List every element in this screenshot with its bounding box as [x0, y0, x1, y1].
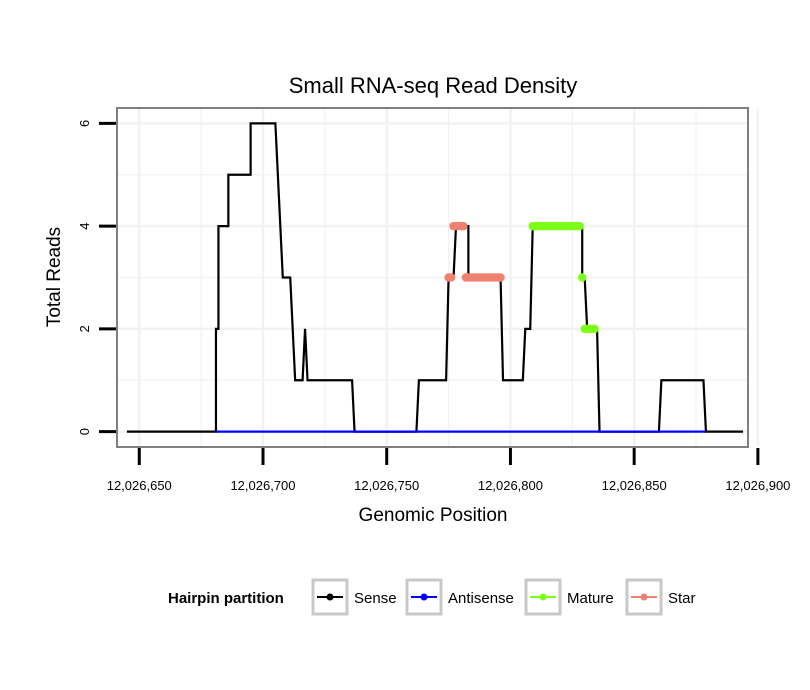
legend-label-mature: Mature	[567, 590, 614, 607]
legend-item-mature: Mature	[524, 578, 614, 616]
legend: Hairpin partition Sense Antisense Mature…	[168, 578, 696, 616]
data-point-mature	[575, 221, 584, 231]
y-axis: 0 2 4 6	[77, 120, 116, 435]
series-layer	[126, 122, 744, 433]
legend-item-antisense: Antisense	[405, 578, 514, 616]
data-point-star	[459, 221, 468, 231]
legend-label-sense: Sense	[354, 590, 397, 607]
x-tick-label: 12,026,650	[107, 478, 172, 493]
data-point-mature	[578, 273, 587, 282]
y-tick-label: 2	[77, 325, 92, 332]
x-tick-label: 12,026,850	[602, 478, 667, 493]
chart-title: Small RNA-seq Read Density	[289, 73, 578, 98]
data-point-star	[446, 273, 456, 282]
legend-item-star: Star	[625, 578, 696, 616]
x-tick-label: 12,026,800	[478, 478, 543, 493]
x-axis-label: Genomic Position	[359, 505, 508, 526]
legend-title: Hairpin partition	[168, 590, 284, 607]
x-tick-label: 12,026,750	[354, 478, 419, 493]
data-point-star	[496, 273, 505, 282]
grid	[118, 109, 760, 446]
legend-item-sense: Sense	[311, 578, 397, 616]
x-tick-label: 12,026,900	[725, 478, 790, 493]
y-tick-label: 6	[77, 120, 92, 127]
y-tick-label: 0	[77, 428, 92, 435]
legend-label-star: Star	[668, 590, 696, 607]
x-tick-label: 12,026,700	[230, 478, 295, 493]
data-point-mature	[590, 324, 599, 334]
legend-label-antisense: Antisense	[448, 590, 514, 607]
y-tick-label: 4	[77, 223, 92, 230]
x-axis: 12,026,650 12,026,700 12,026,750 12,026,800…	[107, 448, 790, 493]
y-axis-label: Total Reads	[44, 227, 65, 327]
